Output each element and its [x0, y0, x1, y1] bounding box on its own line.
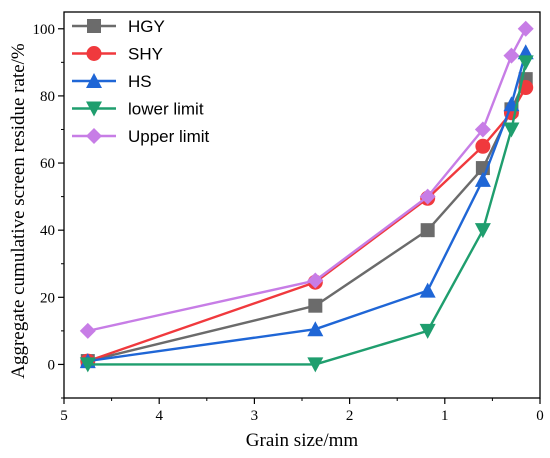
series-hs — [79, 44, 534, 369]
data-point-lower-limit — [79, 357, 96, 373]
y-tick-label: 0 — [48, 357, 56, 373]
x-axis-title: Grain size/mm — [246, 430, 359, 451]
legend-label-lower-limit: lower limit — [128, 100, 204, 119]
data-point-hs — [419, 282, 436, 298]
data-point-upper-limit — [517, 20, 534, 37]
legend-label-upper-limit: Upper limit — [128, 127, 210, 146]
legend-marker-hgy — [87, 19, 101, 33]
data-point-lower-limit — [474, 223, 491, 239]
data-point-lower-limit — [307, 357, 324, 373]
legend-item-upper-limit: Upper limit — [72, 127, 210, 146]
series-shy — [80, 80, 534, 369]
x-tick-label: 1 — [441, 408, 449, 424]
x-tick-label: 3 — [251, 408, 259, 424]
data-point-hs — [307, 321, 324, 337]
series-line-hgy — [87, 78, 527, 363]
legend-label-shy: SHY — [128, 45, 163, 64]
legend-item-lower-limit: lower limit — [72, 100, 204, 119]
data-point-hgy — [420, 223, 435, 238]
series-layer — [79, 20, 534, 373]
data-point-upper-limit — [474, 121, 491, 138]
x-tick-label: 2 — [346, 408, 354, 424]
data-point-upper-limit — [503, 47, 520, 64]
data-point-upper-limit — [419, 188, 436, 205]
legend-label-hs: HS — [128, 72, 152, 91]
series-line-hs — [87, 51, 527, 363]
data-point-upper-limit — [79, 322, 96, 339]
data-point-lower-limit — [517, 55, 534, 71]
series-upper-limit — [79, 20, 534, 339]
y-tick-label: 100 — [33, 22, 56, 38]
x-tick-label: 0 — [536, 408, 544, 424]
data-point-shy — [475, 138, 491, 154]
plot-frame — [63, 11, 541, 399]
legend-marker-shy — [86, 46, 102, 61]
legend-item-hgy: HGY — [72, 17, 165, 36]
legend-label-hgy: HGY — [128, 17, 165, 36]
y-tick-label: 20 — [40, 290, 55, 306]
y-tick-label: 40 — [40, 223, 55, 239]
legend-item-hs: HS — [72, 72, 152, 91]
x-tick-label: 5 — [60, 408, 68, 424]
legend-marker-hs — [86, 73, 102, 88]
x-tick-label: 4 — [155, 408, 163, 424]
legend: HGY SHY HS lower limit Upper limit — [72, 17, 210, 146]
data-point-upper-limit — [307, 272, 324, 289]
y-axis-title: Aggregate cumulative screen residue rate… — [8, 43, 29, 379]
legend-item-shy: SHY — [72, 45, 163, 64]
data-point-lower-limit — [419, 323, 436, 339]
series-lower-limit — [79, 55, 534, 373]
data-point-hgy — [308, 298, 323, 313]
data-point-hs — [474, 171, 491, 187]
y-tick-label: 80 — [40, 89, 55, 105]
legend-marker-upper-limit — [86, 128, 102, 144]
y-tick-label: 60 — [40, 156, 55, 172]
data-point-lower-limit — [503, 122, 520, 138]
legend-marker-lower-limit — [86, 101, 102, 117]
series-line-lower-limit — [87, 62, 527, 366]
